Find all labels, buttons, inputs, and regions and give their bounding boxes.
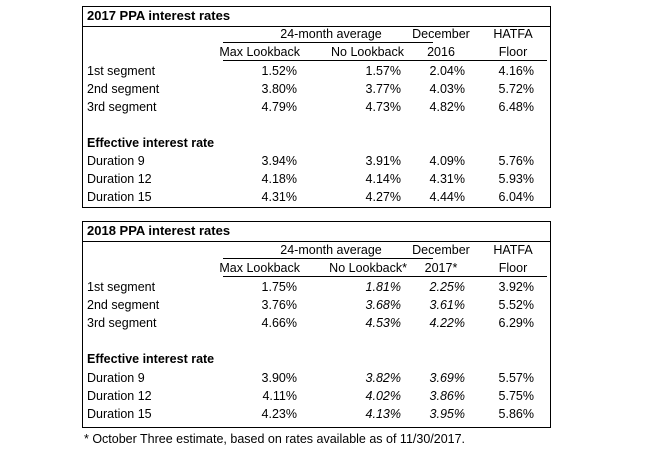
col-header-no-lookback: No Lookback* bbox=[329, 261, 407, 275]
value-cell: 1.81% bbox=[365, 280, 401, 294]
value-cell: 4.02% bbox=[365, 389, 401, 403]
value-cell: 1.75% bbox=[261, 280, 297, 294]
col-header-floor: Floor bbox=[498, 261, 528, 275]
col-header-hatfa: HATFA bbox=[493, 243, 533, 257]
section-heading: Effective interest rate bbox=[87, 352, 215, 366]
value-cell: 3.92% bbox=[498, 280, 534, 294]
section-heading: Effective interest rate bbox=[87, 136, 215, 150]
value-cell: 4.11% bbox=[262, 389, 297, 403]
row-label: 2nd segment bbox=[87, 298, 160, 312]
value-cell: 5.75% bbox=[498, 389, 534, 403]
value-cell: 5.76% bbox=[498, 154, 534, 168]
value-cell: 4.16% bbox=[498, 64, 534, 78]
row-label: 3rd segment bbox=[87, 100, 157, 114]
col-header-december: December bbox=[412, 243, 470, 257]
value-cell: 5.57% bbox=[498, 371, 534, 385]
value-cell: 4.14% bbox=[365, 172, 401, 186]
value-cell: 6.48% bbox=[498, 100, 534, 114]
group-header-underline bbox=[223, 258, 433, 259]
group-header: 24-month average bbox=[280, 243, 382, 257]
value-cell: 3.77% bbox=[365, 82, 401, 96]
value-cell: 3.91% bbox=[365, 154, 401, 168]
col-header-december: December bbox=[412, 27, 470, 41]
value-cell: 4.13% bbox=[365, 407, 401, 421]
row-label: 1st segment bbox=[87, 280, 156, 294]
value-cell: 5.93% bbox=[498, 172, 534, 186]
title-divider bbox=[83, 26, 550, 27]
value-cell: 5.52% bbox=[498, 298, 534, 312]
value-cell: 3.90% bbox=[261, 371, 297, 385]
group-header: 24-month average bbox=[280, 27, 382, 41]
value-cell: 6.04% bbox=[498, 190, 534, 204]
value-cell: 3.86% bbox=[429, 389, 465, 403]
header-underline bbox=[223, 276, 547, 277]
row-label: 3rd segment bbox=[87, 316, 157, 330]
row-label: 1st segment bbox=[87, 64, 156, 78]
value-cell: 4.18% bbox=[261, 172, 297, 186]
value-cell: 4.31% bbox=[261, 190, 297, 204]
value-cell: 4.79% bbox=[261, 100, 297, 114]
value-cell: 3.68% bbox=[365, 298, 401, 312]
value-cell: 4.82% bbox=[429, 100, 465, 114]
row-label: Duration 9 bbox=[87, 371, 145, 385]
value-cell: 3.76% bbox=[261, 298, 297, 312]
row-label: Duration 9 bbox=[87, 154, 145, 168]
value-cell: 2.25% bbox=[429, 280, 465, 294]
col-header-year: 2016 bbox=[427, 45, 455, 59]
value-cell: 3.61% bbox=[429, 298, 465, 312]
value-cell: 4.31% bbox=[429, 172, 465, 186]
col-header-no-lookback: No Lookback bbox=[331, 45, 404, 59]
row-label: Duration 15 bbox=[87, 190, 152, 204]
value-cell: 3.95% bbox=[429, 407, 465, 421]
title-divider bbox=[83, 241, 550, 242]
value-cell: 1.57% bbox=[365, 64, 401, 78]
row-label: Duration 15 bbox=[87, 407, 152, 421]
value-cell: 4.73% bbox=[365, 100, 401, 114]
value-cell: 4.27% bbox=[365, 190, 401, 204]
header-underline bbox=[223, 60, 547, 61]
col-header-floor: Floor bbox=[498, 45, 528, 59]
col-header-year: 2017* bbox=[424, 261, 458, 275]
col-header-max-lookback: Max Lookback bbox=[219, 261, 300, 275]
value-cell: 3.80% bbox=[261, 82, 297, 96]
footnote: * October Three estimate, based on rates… bbox=[84, 432, 466, 446]
row-label: 2nd segment bbox=[87, 82, 160, 96]
value-cell: 5.72% bbox=[498, 82, 534, 96]
col-header-hatfa: HATFA bbox=[493, 27, 533, 41]
value-cell: 2.04% bbox=[429, 64, 465, 78]
value-cell: 3.94% bbox=[261, 154, 297, 168]
value-cell: 4.09% bbox=[429, 154, 465, 168]
group-header-underline bbox=[223, 42, 433, 43]
value-cell: 4.22% bbox=[429, 316, 465, 330]
value-cell: 3.82% bbox=[365, 371, 401, 385]
ppa-2017-table: 2017 PPA interest rates 24-month average… bbox=[82, 6, 551, 208]
row-label: Duration 12 bbox=[87, 389, 152, 403]
row-label: Duration 12 bbox=[87, 172, 152, 186]
value-cell: 6.29% bbox=[498, 316, 534, 330]
value-cell: 3.69% bbox=[429, 371, 465, 385]
ppa-2018-table: 2018 PPA interest rates 24-month average… bbox=[82, 221, 551, 428]
value-cell: 5.86% bbox=[498, 407, 534, 421]
value-cell: 4.03% bbox=[429, 82, 465, 96]
value-cell: 4.66% bbox=[261, 316, 297, 330]
value-cell: 1.52% bbox=[261, 64, 297, 78]
value-cell: 4.23% bbox=[261, 407, 297, 421]
table-title: 2018 PPA interest rates bbox=[87, 223, 231, 238]
table-title: 2017 PPA interest rates bbox=[87, 8, 231, 23]
value-cell: 4.44% bbox=[429, 190, 465, 204]
col-header-max-lookback: Max Lookback bbox=[219, 45, 300, 59]
value-cell: 4.53% bbox=[365, 316, 401, 330]
